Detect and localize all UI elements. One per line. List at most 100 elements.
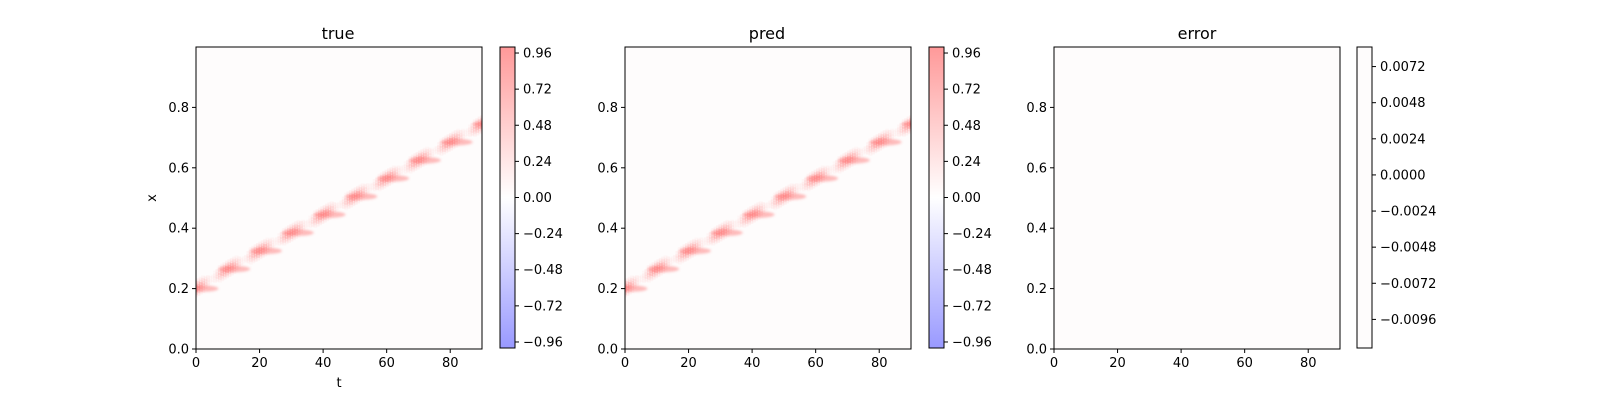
pulse-cell <box>432 147 437 150</box>
pulse-cell <box>363 186 368 190</box>
pulse-cell <box>692 254 697 257</box>
pulse-cell <box>437 152 442 155</box>
pulse-cell <box>897 124 902 127</box>
pulse-cell <box>754 206 759 209</box>
pulse-cell <box>377 186 382 189</box>
pulse-cell <box>415 167 420 170</box>
pulse-cell <box>825 165 830 168</box>
pulse-cell <box>198 279 203 282</box>
pulse-cell <box>198 276 203 280</box>
pulse-cell <box>839 167 844 170</box>
colorbar-ticks: −0.96 −0.72 −0.48 −0.24 0.00 0.24 0.48 0.72 0.96 <box>944 47 992 350</box>
pulse-cell <box>244 254 249 258</box>
pulse-cell <box>253 244 258 247</box>
pulse-cell <box>789 188 794 191</box>
pulse-cell <box>215 279 220 282</box>
pulse-cell <box>465 131 470 134</box>
pulse-cell <box>630 290 635 293</box>
pulse-cell <box>901 134 906 137</box>
pulse-cell <box>375 185 380 188</box>
colorbar-tick-label: −0.0096 <box>1380 313 1436 328</box>
pulse-cell <box>782 200 787 203</box>
pulse-cell <box>839 154 844 157</box>
pulse-cell <box>251 253 256 256</box>
pulse-cell <box>377 189 382 192</box>
pulse-cell <box>770 204 775 207</box>
pulse-cell <box>234 257 239 260</box>
pulse-cell <box>682 244 687 247</box>
pulse-cell <box>689 253 694 256</box>
pulse-cell <box>696 238 701 241</box>
pulse-cell <box>477 119 482 122</box>
pulse-cell <box>866 144 871 148</box>
pulse-cell <box>854 151 859 154</box>
pulse-cell <box>258 254 263 257</box>
pulse-cell <box>749 221 754 224</box>
pulse-cell <box>196 283 201 286</box>
pulse-cell <box>480 128 482 131</box>
pulse-cell <box>868 138 873 141</box>
pulse-cell <box>642 270 647 273</box>
pulse-cell <box>432 150 437 153</box>
pulse-cell <box>275 239 280 242</box>
pulse-cell <box>680 253 685 256</box>
pulse-cell <box>704 239 709 242</box>
pulse-cell <box>413 168 418 171</box>
pulse-cell <box>387 170 392 173</box>
pulse-cell <box>820 165 825 168</box>
pulse-cell <box>220 263 225 266</box>
pulse-cell <box>251 261 256 264</box>
pulse-cell <box>449 135 454 138</box>
pulse-cell <box>904 120 909 123</box>
pulse-cell <box>265 240 270 243</box>
pulse-cell <box>422 163 427 166</box>
pulse-cell <box>706 238 711 241</box>
pulse-cell <box>730 227 735 230</box>
pulse-cell <box>832 163 837 167</box>
pulse-cell <box>806 189 811 192</box>
pulse-cell <box>889 128 894 131</box>
pulse-cell <box>837 166 842 169</box>
pulse-cell <box>356 191 361 194</box>
pulse-cell <box>201 290 206 293</box>
pulse-cell <box>858 151 863 154</box>
pulse-cell <box>787 187 792 190</box>
pulse-cell <box>756 207 761 210</box>
pulse-cell <box>229 263 234 266</box>
plot-frame <box>195 46 483 350</box>
pulse-cell <box>401 170 406 173</box>
pulse-cell <box>232 259 237 262</box>
pulse-cell <box>434 148 439 151</box>
pulse-cell <box>203 279 208 282</box>
colorbar-tick-label: −0.48 <box>523 263 563 278</box>
pulse-core <box>249 247 282 255</box>
pulse-cell <box>391 173 396 176</box>
pulse-cell <box>720 227 725 230</box>
pulse-cell <box>820 180 825 184</box>
pulse-cell <box>904 125 909 128</box>
pulse-cell <box>260 253 265 256</box>
pulse-cell <box>811 183 816 186</box>
pulse-cell <box>887 130 892 133</box>
pulse-cell <box>711 243 716 246</box>
pulse-cell <box>725 235 730 238</box>
pulse-cell <box>742 220 747 223</box>
pulse-cell <box>248 262 253 265</box>
colorbar-tick-label: 0.00 <box>523 191 552 206</box>
pulse-cell <box>673 260 678 263</box>
pulse-cell <box>468 129 473 132</box>
pulse-cell <box>837 155 842 159</box>
pulse-cell <box>808 187 813 190</box>
pulse-cell <box>475 117 480 121</box>
pulse-cell <box>308 225 313 229</box>
pulse-cell <box>413 166 418 169</box>
pulse-cell <box>639 274 644 277</box>
pulse-cell <box>353 187 358 190</box>
pulse-cell <box>346 191 351 194</box>
pulse-cell <box>241 258 246 262</box>
pulse-cell <box>387 183 392 186</box>
pulse-cell <box>646 277 651 281</box>
pulse-cell <box>668 262 673 265</box>
pulse-cell <box>768 205 773 208</box>
pulse-cell <box>711 235 716 238</box>
